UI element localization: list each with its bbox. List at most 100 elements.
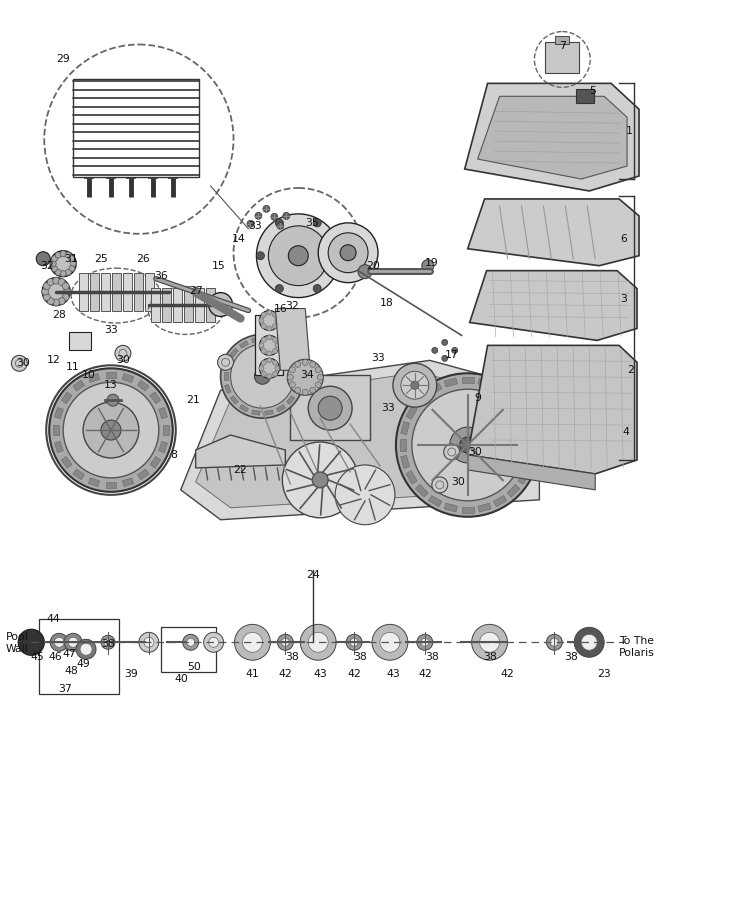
- Bar: [287, 348, 295, 357]
- Circle shape: [139, 633, 159, 652]
- Text: 28: 28: [53, 310, 66, 320]
- Bar: [90, 273, 99, 310]
- Circle shape: [277, 634, 293, 651]
- Bar: [225, 359, 231, 368]
- Circle shape: [70, 261, 76, 266]
- Circle shape: [256, 252, 265, 260]
- Text: 30: 30: [17, 358, 30, 368]
- Circle shape: [183, 634, 199, 651]
- Bar: [134, 273, 143, 310]
- Bar: [183, 288, 193, 322]
- Circle shape: [254, 368, 271, 384]
- Circle shape: [432, 347, 438, 354]
- Circle shape: [47, 279, 54, 285]
- Bar: [225, 384, 231, 393]
- Bar: [73, 381, 84, 392]
- Bar: [277, 340, 285, 348]
- Circle shape: [358, 265, 372, 279]
- Text: 15: 15: [212, 261, 226, 271]
- Bar: [444, 378, 457, 387]
- Text: 30: 30: [450, 477, 465, 487]
- Text: 30: 30: [468, 447, 483, 457]
- Circle shape: [302, 359, 308, 365]
- Text: 33: 33: [381, 403, 395, 413]
- Circle shape: [208, 637, 219, 647]
- Bar: [406, 471, 417, 484]
- Bar: [161, 627, 216, 672]
- Bar: [576, 89, 594, 104]
- Bar: [526, 422, 535, 435]
- Text: 29: 29: [56, 54, 70, 65]
- Circle shape: [68, 637, 78, 647]
- Bar: [151, 288, 160, 322]
- Circle shape: [272, 324, 277, 328]
- Circle shape: [314, 219, 321, 227]
- Bar: [429, 496, 442, 507]
- Circle shape: [315, 382, 321, 388]
- Circle shape: [52, 266, 57, 272]
- Polygon shape: [196, 373, 524, 508]
- Bar: [240, 404, 248, 412]
- Text: Pool
Wall: Pool Wall: [6, 633, 29, 654]
- Circle shape: [267, 358, 272, 363]
- Bar: [230, 396, 238, 404]
- Circle shape: [43, 283, 50, 290]
- Bar: [252, 410, 260, 415]
- Circle shape: [18, 629, 44, 655]
- Text: 38: 38: [286, 652, 299, 662]
- Bar: [444, 503, 457, 512]
- Bar: [462, 507, 474, 513]
- Circle shape: [64, 288, 71, 295]
- Circle shape: [290, 367, 296, 373]
- Bar: [112, 273, 121, 310]
- Text: 16: 16: [274, 303, 287, 313]
- Bar: [89, 478, 100, 487]
- Circle shape: [290, 382, 296, 388]
- Text: 40: 40: [174, 674, 189, 684]
- Circle shape: [208, 292, 232, 317]
- Circle shape: [220, 335, 305, 419]
- Text: 37: 37: [58, 684, 72, 694]
- Bar: [162, 425, 168, 435]
- Bar: [400, 439, 406, 451]
- Text: 24: 24: [306, 570, 320, 580]
- Text: 36: 36: [154, 271, 168, 281]
- Circle shape: [259, 336, 279, 356]
- Circle shape: [43, 293, 50, 301]
- Circle shape: [76, 639, 96, 659]
- Text: 27: 27: [189, 285, 202, 295]
- Text: 18: 18: [380, 298, 394, 308]
- Bar: [297, 373, 302, 381]
- Bar: [429, 383, 442, 394]
- Bar: [138, 381, 149, 392]
- Bar: [138, 469, 149, 480]
- Text: 14: 14: [232, 234, 245, 244]
- Bar: [526, 455, 535, 468]
- Bar: [406, 406, 417, 419]
- Text: 11: 11: [66, 363, 80, 373]
- Circle shape: [259, 358, 279, 378]
- Text: 46: 46: [48, 652, 62, 662]
- Bar: [416, 393, 428, 406]
- Bar: [294, 384, 300, 393]
- Circle shape: [101, 635, 115, 649]
- Text: 43: 43: [386, 670, 400, 680]
- Circle shape: [315, 367, 321, 373]
- Text: 22: 22: [234, 465, 247, 475]
- Text: 5: 5: [589, 86, 596, 96]
- Text: To The
Polaris: To The Polaris: [619, 636, 655, 658]
- Circle shape: [235, 625, 271, 661]
- Circle shape: [68, 256, 74, 262]
- Circle shape: [259, 318, 264, 323]
- Circle shape: [64, 634, 82, 652]
- Bar: [173, 288, 182, 322]
- Circle shape: [287, 359, 323, 395]
- Circle shape: [308, 386, 352, 430]
- Polygon shape: [465, 84, 639, 191]
- Circle shape: [52, 256, 57, 262]
- Text: 31: 31: [64, 254, 78, 264]
- Circle shape: [346, 634, 362, 651]
- Bar: [294, 359, 300, 368]
- Text: 47: 47: [62, 649, 76, 659]
- Bar: [401, 422, 410, 435]
